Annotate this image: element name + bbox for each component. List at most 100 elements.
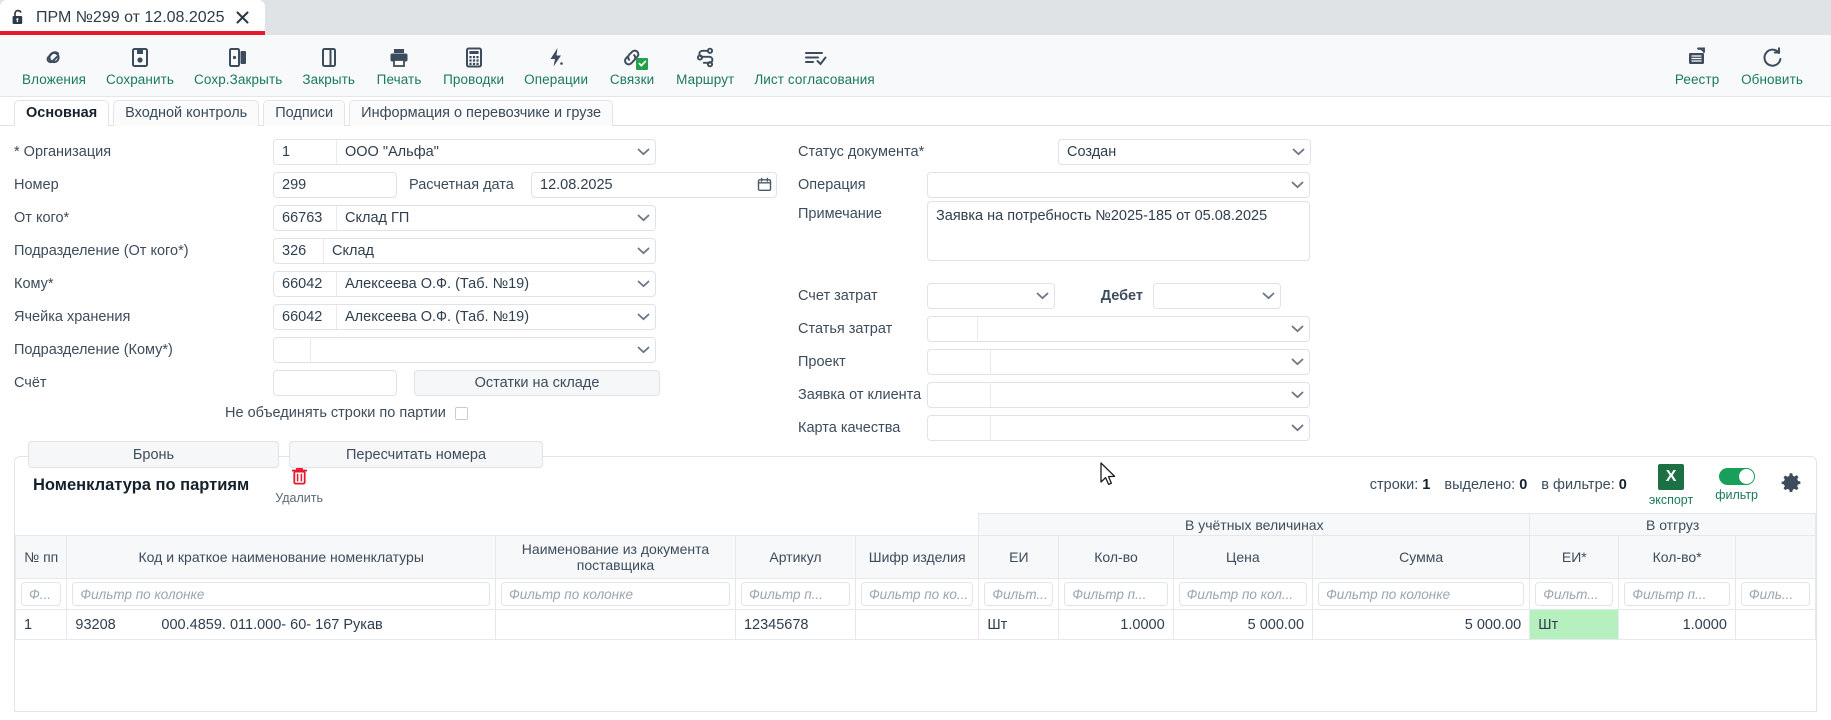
- dept-from-field[interactable]: 326 Склад: [273, 237, 656, 264]
- col-supplier-name[interactable]: Наименование из документа поставщика: [494, 535, 736, 579]
- refresh-button[interactable]: Обновить: [1733, 43, 1811, 89]
- filter-input-unit-ship[interactable]: Фильт...: [1535, 582, 1614, 606]
- chevron-down-icon[interactable]: [1285, 424, 1309, 432]
- cost-account-select[interactable]: [927, 282, 1055, 309]
- cell-last[interactable]: [1734, 609, 1817, 640]
- tab-podpisi[interactable]: Подписи: [263, 100, 346, 126]
- filter-input-article[interactable]: Фильтр п...: [740, 582, 850, 606]
- cell-product-code[interactable]: [854, 609, 980, 640]
- close-button[interactable]: Закрыть: [294, 43, 363, 89]
- col-article[interactable]: Артикул: [734, 535, 856, 579]
- cell-qty-ship[interactable]: 1.0000: [1618, 609, 1736, 640]
- chevron-down-icon[interactable]: [1285, 358, 1309, 366]
- client-request-field[interactable]: [927, 381, 1310, 408]
- filter-cell-qty-ship[interactable]: Фильтр п...: [1618, 578, 1736, 610]
- calc-date-input[interactable]: 12.08.2025: [531, 171, 777, 198]
- chevron-down-icon[interactable]: [1285, 391, 1309, 399]
- delete-row-button[interactable]: Удалить: [275, 466, 323, 505]
- filter-input-supplier-name[interactable]: Фильтр по колонке: [500, 582, 730, 606]
- filter-input-qty[interactable]: Фильтр п...: [1064, 582, 1168, 606]
- cell-num[interactable]: 1: [14, 609, 68, 640]
- filter-cell-article[interactable]: Фильтр п...: [734, 578, 856, 610]
- cost-item-field[interactable]: [927, 315, 1310, 342]
- to-whom-field[interactable]: 66042 Алексеева О.Ф. (Таб. №19): [273, 270, 656, 297]
- chevron-down-icon[interactable]: [631, 346, 655, 354]
- operations-button[interactable]: Операции: [516, 43, 596, 89]
- chevron-down-icon[interactable]: [1286, 148, 1310, 156]
- postings-button[interactable]: Проводки: [435, 43, 512, 89]
- print-button[interactable]: Печать: [367, 43, 431, 89]
- export-button[interactable]: X экспорт: [1649, 463, 1693, 507]
- save-button[interactable]: Сохранить: [98, 43, 182, 89]
- project-field[interactable]: [927, 348, 1310, 375]
- save-and-close-button[interactable]: Сохр.Закрыть: [186, 43, 290, 89]
- from-whom-field[interactable]: 66763 Склад ГП: [273, 204, 656, 231]
- filter-input-num[interactable]: Ф...: [21, 582, 62, 606]
- filter-cell-sum[interactable]: Фильтр по колонке: [1312, 578, 1531, 610]
- storage-cell-field[interactable]: 66042 Алексеева О.Ф. (Таб. №19): [273, 303, 656, 330]
- tab-osnovnaya[interactable]: Основная: [14, 100, 110, 126]
- col-sum[interactable]: Сумма: [1312, 535, 1531, 579]
- cell-code-name[interactable]: 93208 000.4859. 011.000- 60- 167 Рукав: [66, 609, 496, 640]
- number-input[interactable]: 299: [273, 171, 397, 198]
- filter-input-qty-ship[interactable]: Фильтр п...: [1624, 582, 1730, 606]
- gear-icon[interactable]: [1780, 472, 1802, 498]
- cell-unit-ship[interactable]: Шт: [1529, 609, 1620, 640]
- filter-cell-unit-ship[interactable]: Фильт...: [1529, 578, 1620, 610]
- filter-cell-code-name[interactable]: Фильтр по колонке: [66, 578, 496, 610]
- filter-input-last[interactable]: Филь...: [1740, 582, 1810, 606]
- links-button[interactable]: Связки: [600, 43, 664, 89]
- filter-cell-product-code[interactable]: Фильтр по ко...: [854, 578, 980, 610]
- stock-balance-button[interactable]: Остатки на складе: [414, 369, 660, 396]
- chevron-down-icon[interactable]: [631, 247, 655, 255]
- organization-field[interactable]: 1 ООО "Альфа": [273, 138, 656, 165]
- chevron-down-icon[interactable]: [631, 313, 655, 321]
- col-price[interactable]: Цена: [1172, 535, 1314, 579]
- cell-price[interactable]: 5 000.00: [1172, 609, 1314, 640]
- filter-cell-price[interactable]: Фильтр по кол...: [1172, 578, 1314, 610]
- filter-toggle-switch[interactable]: [1718, 468, 1755, 485]
- cell-sum[interactable]: 5 000.00: [1312, 609, 1531, 640]
- filter-cell-qty[interactable]: Фильтр п...: [1058, 578, 1174, 610]
- filter-input-price[interactable]: Фильтр по кол...: [1178, 582, 1308, 606]
- tab-vhodnoy-kontrol[interactable]: Входной контроль: [113, 100, 260, 126]
- doc-status-select[interactable]: Создан: [1058, 138, 1311, 165]
- dept-to-field[interactable]: [273, 336, 656, 363]
- document-tab[interactable]: ПРМ №299 от 12.08.2025: [0, 0, 266, 35]
- chevron-down-icon[interactable]: [1030, 292, 1054, 300]
- close-icon[interactable]: [233, 10, 252, 25]
- approval-list-button[interactable]: Лист согласования: [746, 43, 882, 89]
- debit-select[interactable]: [1153, 282, 1281, 309]
- filter-input-unit[interactable]: Фильт...: [984, 582, 1054, 606]
- col-code-name[interactable]: Код и краткое наименование номенклатуры: [66, 535, 496, 579]
- chevron-down-icon[interactable]: [1285, 181, 1309, 189]
- no-merge-checkbox[interactable]: [454, 406, 468, 420]
- col-qty[interactable]: Кол-во: [1058, 535, 1174, 579]
- filter-input-code-name[interactable]: Фильтр по колонке: [72, 582, 490, 606]
- chevron-down-icon[interactable]: [631, 214, 655, 222]
- recalc-numbers-button[interactable]: Пересчитать номера: [289, 441, 543, 468]
- table-row[interactable]: 1 93208 000.4859. 011.000- 60- 167 Рукав …: [14, 609, 1817, 640]
- cell-qty[interactable]: 1.0000: [1058, 609, 1174, 640]
- chevron-down-icon[interactable]: [1285, 325, 1309, 333]
- col-unit-ship[interactable]: ЕИ*: [1529, 535, 1620, 579]
- quality-card-field[interactable]: [927, 414, 1310, 441]
- registry-button[interactable]: Реестр: [1665, 43, 1729, 89]
- filter-cell-supplier-name[interactable]: Фильтр по колонке: [494, 578, 736, 610]
- col-last[interactable]: [1734, 535, 1817, 579]
- tab-informaciya-o-perevozchike[interactable]: Информация о перевозчике и грузе: [349, 100, 614, 126]
- col-unit[interactable]: ЕИ: [978, 535, 1060, 579]
- cell-supplier-name[interactable]: [494, 609, 736, 640]
- chevron-down-icon[interactable]: [631, 280, 655, 288]
- attachments-button[interactable]: Вложения: [14, 43, 94, 89]
- operation-select[interactable]: [927, 171, 1310, 198]
- chevron-down-icon[interactable]: [1256, 292, 1280, 300]
- cell-unit[interactable]: Шт: [978, 609, 1060, 640]
- filter-cell-last[interactable]: Филь...: [1734, 578, 1817, 610]
- filter-cell-unit[interactable]: Фильт...: [978, 578, 1060, 610]
- calendar-icon[interactable]: [752, 177, 776, 192]
- col-num[interactable]: № пп: [14, 535, 68, 579]
- bron-button[interactable]: Бронь: [28, 441, 279, 468]
- note-textarea[interactable]: Заявка на потребность №2025-185 от 05.08…: [927, 201, 1310, 261]
- col-qty-ship[interactable]: Кол-во*: [1618, 535, 1736, 579]
